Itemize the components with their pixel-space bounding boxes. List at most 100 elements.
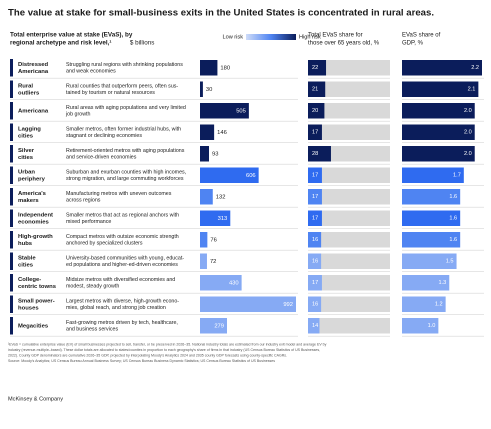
evas-value: 30: [206, 87, 212, 93]
over65-value: 28: [312, 151, 318, 157]
over65-value: 16: [312, 237, 318, 243]
evas-bar: [200, 275, 242, 291]
archetype-name: cities: [18, 262, 34, 268]
gdp-bar: [402, 146, 475, 162]
archetype-name: America's: [18, 191, 47, 197]
legend-label: High risk: [299, 34, 321, 40]
archetype-description: Smaller metros that act as regional anch…: [66, 212, 179, 218]
archetype-description: job growth: [65, 112, 90, 118]
archetype-name: Small power-: [18, 298, 55, 304]
archetype-name: makers: [18, 198, 39, 204]
archetype-name: Independent: [18, 212, 53, 218]
over65-bar: [308, 275, 322, 291]
footnote: ¹EVaS = cumulative enterprise value (EV)…: [8, 342, 327, 346]
archetype-description: and service-driven economies: [66, 155, 137, 161]
over65-value: 17: [312, 173, 318, 179]
gdp-bar: [402, 189, 461, 205]
archetype-name: hubs: [18, 241, 33, 247]
over65-value: 14: [312, 323, 318, 329]
archetype-description: and business services: [66, 327, 118, 333]
row-accent: [10, 123, 13, 141]
column-heading: Total EVaS share for: [308, 33, 363, 39]
evas-bar: [200, 103, 249, 119]
gdp-bar: [402, 253, 457, 269]
archetype-name: centric towns: [18, 284, 57, 290]
over65-bar: [308, 253, 322, 269]
gdp-value: 1.0: [428, 323, 436, 329]
over65-bar: [308, 210, 322, 226]
evas-value: 313: [218, 216, 228, 222]
evas-value: 279: [214, 323, 224, 329]
over65-value: 17: [312, 130, 318, 136]
evas-value: 180: [220, 65, 230, 71]
evas-bar: [200, 146, 209, 162]
evas-bar: [200, 318, 227, 334]
gdp-value: 1.6: [449, 216, 457, 222]
archetype-name: outliers: [18, 90, 40, 96]
archetype-name: Distressed: [18, 62, 49, 68]
risk-legend-gradient: [246, 34, 296, 40]
column-unit: $ billions: [130, 40, 155, 47]
column-heading: regional archetype and risk level,¹: [10, 40, 112, 47]
brand: McKinsey & Company: [8, 396, 63, 402]
archetype-description: mixed performance: [66, 219, 111, 225]
evas-value: 72: [210, 259, 216, 265]
archetype-description: modest, steady growth: [66, 284, 119, 290]
gdp-value: 1.6: [449, 194, 457, 200]
over65-bar: [308, 60, 327, 76]
over65-track: [308, 253, 390, 269]
archetype-name: economies: [18, 219, 49, 225]
archetype-description: Fast-growing metros driven by tech, heal…: [66, 320, 178, 326]
archetype-name: Megacities: [18, 323, 49, 329]
archetype-description: ed populations and higher-ed-driven econ…: [66, 262, 178, 268]
over65-value: 20: [312, 108, 318, 114]
row-accent: [10, 252, 13, 270]
over65-track: [308, 275, 390, 291]
archetype-description: Smaller metros, often former industrial …: [66, 126, 181, 132]
gdp-bar: [402, 60, 482, 76]
gdp-value: 1.2: [435, 302, 443, 308]
footnote: industry (revenue-multiple–based). These…: [8, 348, 320, 352]
evas-bar: [200, 167, 259, 183]
column-heading: Total enterprise value at stake (EVaS), …: [10, 32, 133, 39]
over65-track: [308, 210, 390, 226]
row-accent: [10, 80, 13, 98]
archetype-description: Rural counties that outperform peers, of…: [66, 83, 178, 89]
gdp-bar: [402, 210, 461, 226]
row-accent: [10, 274, 13, 292]
legend-label: Low risk: [222, 34, 243, 40]
gdp-value: 2.2: [471, 65, 479, 71]
evas-value: 430: [229, 280, 239, 286]
archetype-description: University-based communities with young,…: [66, 255, 184, 261]
over65-track: [308, 81, 390, 97]
archetype-name: Americana: [18, 69, 49, 75]
over65-value: 21: [312, 87, 318, 93]
evas-bar: [200, 210, 231, 226]
over65-value: 17: [312, 194, 318, 200]
over65-bar: [308, 189, 322, 205]
archetype-description: Midsize metros with diversified economie…: [66, 277, 175, 283]
archetype-name: Americana: [18, 108, 49, 114]
row-accent: [10, 188, 13, 206]
archetype-description: strong migration, and large commuting wo…: [66, 176, 184, 182]
evas-bar: [200, 189, 213, 205]
row-accent: [10, 209, 13, 227]
gdp-value: 1.5: [446, 259, 454, 265]
archetype-name: Rural: [18, 83, 33, 89]
archetype-description: tained by tourism or natural resources: [66, 90, 155, 96]
archetype-description: Compact metros with outsize economic str…: [66, 234, 179, 240]
gdp-value: 2.0: [464, 130, 472, 136]
evas-bar: [200, 81, 203, 97]
over65-bar: [308, 232, 322, 248]
evas-value: 76: [210, 237, 216, 243]
over65-track: [308, 232, 390, 248]
over65-value: 17: [312, 280, 318, 286]
gdp-bar: [402, 167, 464, 183]
over65-value: 17: [312, 216, 318, 222]
over65-bar: [308, 167, 322, 183]
row-accent: [10, 59, 13, 77]
archetype-name: Urban: [18, 169, 35, 175]
archetype-description: anchored by specialized clusters: [66, 241, 143, 247]
column-heading: EVaS share of: [402, 33, 441, 39]
archetype-name: College-: [18, 277, 41, 283]
